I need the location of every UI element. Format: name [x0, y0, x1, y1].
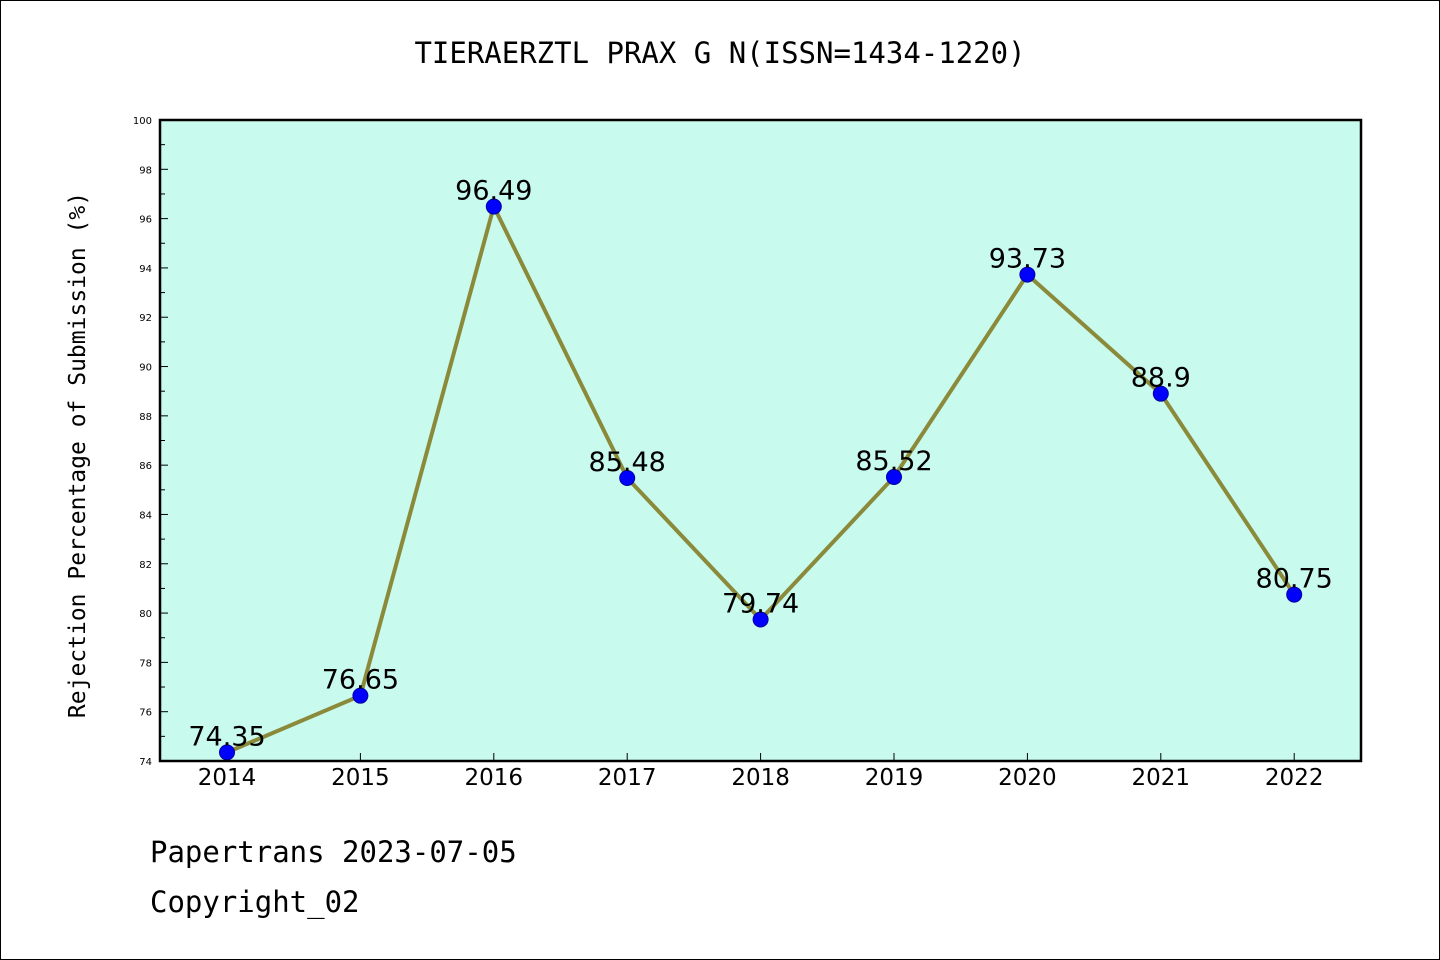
data-label: 76.65: [322, 665, 399, 696]
y-axis: 74 76 78 80 82 84 86 88 90 92 94 96 98 100: [133, 116, 168, 768]
x-axis: 2014 2015 2016 2017 2018 2019 2020 2021 2022: [198, 753, 1324, 791]
data-point: [1019, 266, 1036, 283]
y-tick-label: 98: [139, 165, 152, 176]
x-tick-label: 2021: [1132, 765, 1191, 791]
data-label: 79.74: [722, 588, 799, 619]
y-tick-label: 76: [139, 708, 152, 719]
y-tick-label: 86: [139, 461, 152, 472]
data-point: [1286, 586, 1303, 603]
y-tick-label: 90: [139, 363, 152, 374]
x-tick-label: 2020: [998, 765, 1057, 791]
y-tick-label: 96: [139, 215, 152, 226]
data-point: [352, 687, 369, 704]
data-label: 96.49: [455, 176, 532, 207]
data-label: 85.48: [589, 447, 666, 478]
y-tick-label: 78: [139, 658, 152, 669]
data-labels: 74.35 76.65 96.49 85.48 79.74 85.52 93.73 88.9 8…: [188, 176, 1332, 753]
x-tick-label: 2016: [465, 765, 524, 791]
y-tick-label: 84: [139, 510, 152, 521]
y-tick-label: 100: [133, 116, 152, 127]
y-tick-label: 80: [139, 609, 152, 620]
y-tick-label: 94: [139, 264, 152, 275]
series-group: [219, 198, 1303, 761]
x-tick-label: 2019: [865, 765, 924, 791]
footer-copyright: Copyright_02: [150, 885, 360, 919]
x-tick-label: 2017: [598, 765, 657, 791]
data-label: 80.75: [1256, 564, 1333, 595]
data-label: 88.9: [1131, 363, 1191, 394]
data-point: [619, 469, 636, 486]
x-tick-label: 2018: [731, 765, 790, 791]
y-tick-label: 74: [139, 757, 152, 768]
footer-source: Papertrans 2023-07-05: [150, 835, 517, 869]
data-label: 93.73: [989, 244, 1066, 275]
plot-border: [158, 118, 1363, 763]
x-tick-label: 2014: [198, 765, 257, 791]
plot-area: [160, 120, 1361, 761]
chart-title: TIERAERZTL PRAX G N(ISSN=1434-1220): [414, 36, 1026, 70]
data-point: [485, 198, 502, 215]
data-point: [886, 468, 902, 485]
x-tick-label: 2015: [331, 765, 390, 791]
y-tick-label: 92: [139, 313, 152, 324]
y-tick-label: 88: [139, 412, 152, 423]
data-label: 74.35: [188, 721, 265, 752]
y-tick-label: 82: [139, 560, 152, 571]
x-tick-label: 2022: [1265, 765, 1324, 791]
data-point: [1152, 385, 1169, 402]
data-label: 85.52: [855, 446, 932, 477]
data-point: [752, 611, 769, 628]
